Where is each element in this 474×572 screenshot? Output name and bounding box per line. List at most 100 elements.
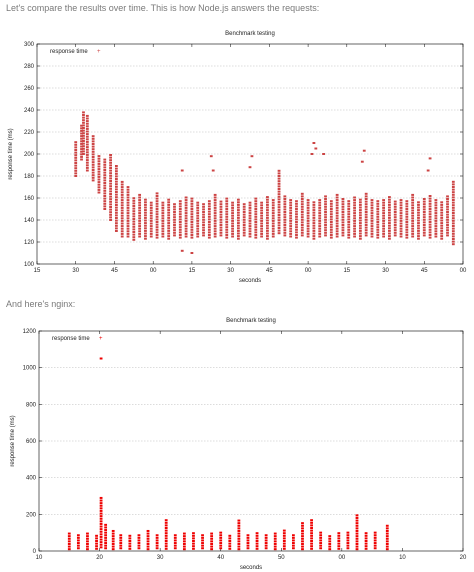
data-point xyxy=(196,204,200,207)
data-point xyxy=(207,221,211,223)
data-point xyxy=(161,230,165,233)
data-point xyxy=(80,155,83,158)
data-point xyxy=(167,201,171,204)
data-point xyxy=(312,214,316,217)
data-point xyxy=(231,214,234,217)
data-point xyxy=(289,219,293,222)
data-point xyxy=(248,230,252,233)
data-point xyxy=(310,542,313,545)
data-point xyxy=(192,540,195,542)
data-point xyxy=(219,224,223,226)
data-point xyxy=(74,151,78,154)
data-point xyxy=(283,234,287,237)
data-point xyxy=(213,199,217,202)
data-point xyxy=(260,219,264,222)
data-point xyxy=(155,542,159,545)
data-point xyxy=(126,212,130,215)
data-point xyxy=(85,133,89,136)
data-point xyxy=(231,217,234,220)
data-point xyxy=(228,534,232,537)
data-point xyxy=(109,208,112,211)
data-point xyxy=(126,219,130,222)
data-point xyxy=(190,210,194,213)
data-point xyxy=(428,221,432,223)
data-point xyxy=(405,236,409,239)
data-point xyxy=(138,235,142,238)
data-point xyxy=(132,218,136,220)
data-point xyxy=(109,172,112,175)
y-tick-label: 160 xyxy=(24,196,35,202)
data-point xyxy=(144,209,147,212)
data-point xyxy=(254,215,258,218)
data-point xyxy=(109,169,112,172)
data-point xyxy=(213,235,217,238)
data-point xyxy=(104,542,108,545)
data-point xyxy=(80,135,83,138)
data-point xyxy=(289,232,293,235)
data-point xyxy=(292,536,295,539)
data-point xyxy=(411,212,415,215)
data-point xyxy=(82,132,85,135)
data-point xyxy=(337,534,341,537)
data-point xyxy=(192,542,195,545)
data-point xyxy=(82,119,85,122)
data-point xyxy=(335,219,339,222)
data-point xyxy=(428,213,432,216)
data-point xyxy=(155,228,159,231)
data-point xyxy=(388,216,391,219)
data-point xyxy=(82,147,85,150)
x-axis-label: seconds xyxy=(239,278,261,284)
data-point xyxy=(422,205,426,208)
data-point xyxy=(132,233,136,236)
data-point xyxy=(80,124,83,127)
data-point xyxy=(328,542,332,545)
data-point xyxy=(190,218,194,221)
data-point xyxy=(393,234,397,237)
data-point xyxy=(260,214,264,217)
data-point xyxy=(213,196,217,199)
data-point xyxy=(277,229,281,232)
data-point xyxy=(138,209,142,212)
data-point xyxy=(207,202,211,205)
data-point xyxy=(370,206,374,209)
data-point xyxy=(225,215,229,218)
data-point xyxy=(137,536,141,539)
data-point xyxy=(146,535,150,538)
data-point xyxy=(178,208,182,210)
data-point xyxy=(385,529,389,532)
data-point xyxy=(76,534,80,537)
data-point xyxy=(138,201,142,204)
data-point xyxy=(301,537,304,540)
data-point xyxy=(282,537,286,540)
data-point xyxy=(219,208,223,211)
data-point xyxy=(440,224,444,227)
data-point xyxy=(440,222,444,225)
data-point xyxy=(231,206,234,209)
data-point xyxy=(196,209,200,212)
data-point xyxy=(405,202,409,205)
data-point xyxy=(329,213,333,216)
data-point xyxy=(164,545,168,548)
data-point xyxy=(451,188,455,191)
data-point xyxy=(283,231,287,234)
data-point xyxy=(306,209,310,212)
data-point xyxy=(103,182,107,184)
data-point xyxy=(99,535,103,538)
data-point xyxy=(411,199,415,202)
data-point xyxy=(132,225,136,228)
data-point xyxy=(67,532,71,535)
data-point xyxy=(167,198,171,201)
data-point xyxy=(74,175,78,177)
data-point xyxy=(405,221,409,223)
data-point xyxy=(74,149,78,151)
data-point xyxy=(236,203,240,206)
data-point xyxy=(237,532,241,535)
data-point xyxy=(370,230,374,233)
data-point xyxy=(155,202,159,205)
data-point xyxy=(422,218,426,221)
data-point xyxy=(161,214,165,217)
data-point xyxy=(146,532,150,535)
data-point xyxy=(120,209,124,212)
data-point xyxy=(292,542,295,545)
y-tick-label: 300 xyxy=(24,42,35,48)
